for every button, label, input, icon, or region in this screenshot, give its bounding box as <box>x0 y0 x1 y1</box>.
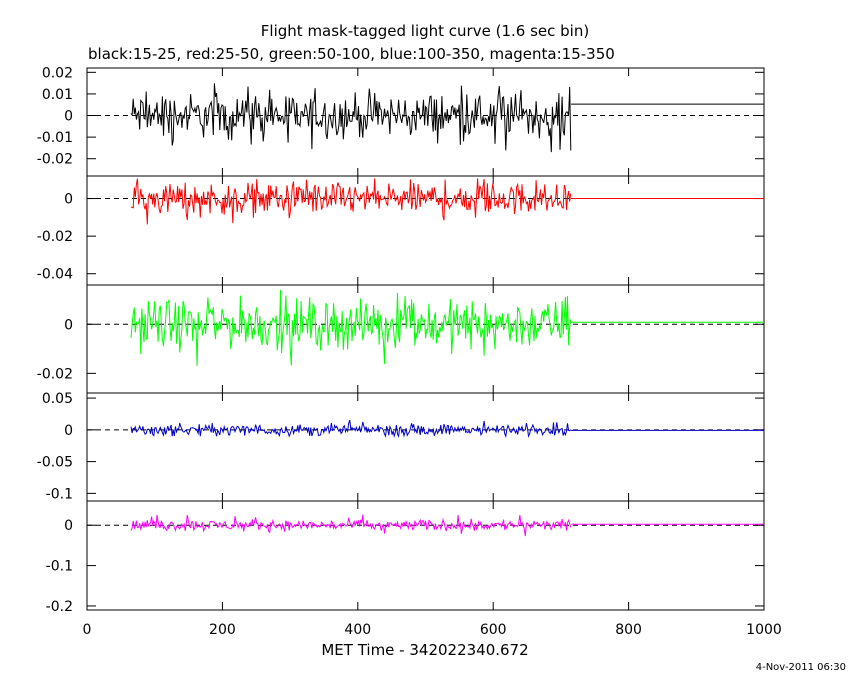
series-line-50-100 <box>130 289 572 366</box>
y-tick-label: -0.1 <box>46 559 73 575</box>
panel-frame <box>86 284 765 394</box>
panel-frame <box>86 500 765 611</box>
chart-subtitle: black:15-25, red:25-50, green:50-100, bl… <box>88 45 615 63</box>
y-tick-label: 0.05 <box>42 391 73 407</box>
x-tick-label: 600 <box>480 622 507 638</box>
y-tick-label: 0.02 <box>42 65 73 81</box>
series-line-100-350 <box>130 419 572 438</box>
panel-frame <box>86 175 765 286</box>
panel-25-50: -0.04 -0.02 0 <box>37 175 765 286</box>
y-tick-label: -0.05 <box>37 455 73 471</box>
y-tick-label: -0.02 <box>37 229 73 245</box>
x-tick-label: 800 <box>615 622 642 638</box>
panel-frame <box>86 67 765 177</box>
date-stamp: 4-Nov-2011 06:30 <box>755 662 846 673</box>
series-line-25-50 <box>130 178 572 225</box>
series-line-15-350 <box>130 514 572 537</box>
series-line-15-25 <box>130 83 572 153</box>
y-tick-label: -0.01 <box>37 130 73 146</box>
panel-100-350: -0.1 -0.05 0 0.05 <box>37 391 765 502</box>
x-tick-label: 0 <box>83 622 92 638</box>
y-tick-label: 0 <box>64 423 73 439</box>
chart-title: Flight mask-tagged light curve (1.6 sec … <box>260 22 590 40</box>
y-tick-label: -0.02 <box>37 366 73 382</box>
y-tick-label: 0 <box>64 192 73 208</box>
y-tick-label: 0.01 <box>42 87 73 103</box>
x-axis-label: MET Time - 342022340.672 <box>321 641 528 659</box>
panel-frame <box>86 392 765 502</box>
y-tick-label: 0 <box>64 317 73 333</box>
y-tick-label: -0.1 <box>46 486 73 502</box>
x-tick-label: 400 <box>344 622 371 638</box>
panel-15-350: -0.2 -0.1 0 <box>46 500 765 615</box>
y-tick-label: 0 <box>64 109 73 125</box>
y-tick-label: -0.04 <box>37 267 73 283</box>
x-axis: 0 200 400 600 800 1000 <box>83 622 782 638</box>
y-tick-label: -0.2 <box>46 599 73 615</box>
x-tick-label: 1000 <box>746 622 782 638</box>
x-tick-label: 200 <box>209 622 236 638</box>
y-tick-label: 0 <box>64 518 73 534</box>
panel-50-100: -0.02 0 <box>37 284 765 394</box>
panel-15-25: -0.02 -0.01 0 0.01 0.02 <box>37 65 765 177</box>
panels-group: -0.02-0.0100.010.02-0.04-0.020-0.020-0.1… <box>37 65 765 615</box>
y-tick-label: -0.02 <box>37 152 73 168</box>
